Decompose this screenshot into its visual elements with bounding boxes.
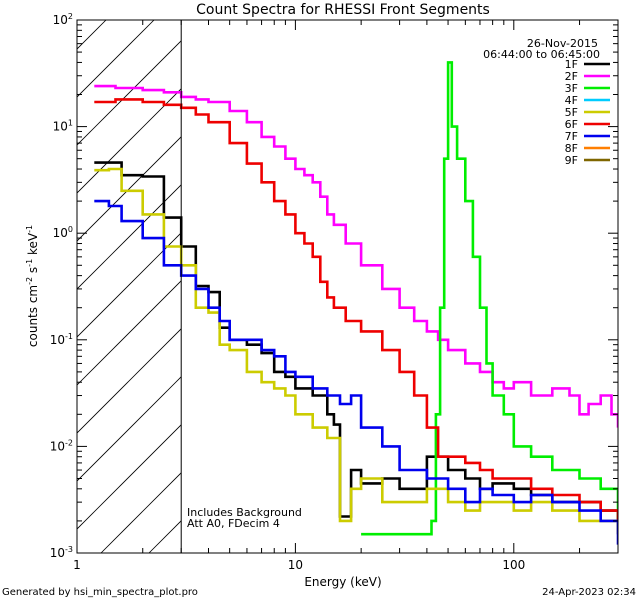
y-tick-label: 102: [53, 12, 73, 27]
y-tick-label: 100: [53, 225, 73, 240]
y-axis-label: counts cm-2 s-1 keV-1: [25, 225, 40, 347]
annotation-attenuator: Att A0, FDecim 4: [187, 517, 280, 530]
y-label-sup-3: -1: [25, 225, 34, 233]
legend-label-7F: 7F: [565, 130, 578, 143]
hatch-line: [77, 20, 155, 98]
hatch-line: [77, 232, 182, 338]
legend-label-4F: 4F: [565, 94, 578, 107]
x-tick-label: 10: [288, 558, 303, 572]
x-tick-label: 1: [73, 558, 81, 572]
legend-label-1F: 1F: [565, 58, 578, 71]
hatch-line: [77, 328, 182, 434]
hatched-region: [0, 0, 640, 553]
hatch-line: [77, 424, 182, 530]
y-tick-label: 10-1: [50, 332, 73, 347]
hatch-line: [77, 184, 182, 290]
series-1F-line: [94, 161, 618, 535]
y-label-text: counts cm: [26, 285, 40, 347]
annotation-background: Includes Background: [187, 506, 302, 519]
hatch-line: [437, 0, 640, 553]
legend-label-8F: 8F: [565, 142, 578, 155]
series-group: [94, 61, 618, 545]
x-tick-label: 100: [502, 558, 525, 572]
y-tick-label: 10-3: [50, 545, 73, 560]
series-7F-line: [94, 199, 618, 545]
date-label: 26-Nov-2015: [527, 37, 598, 50]
series-2F-line: [94, 84, 618, 428]
y-tick-labels: 10-3 10-2 10-1 100 101 102: [50, 12, 73, 560]
y-label-sup-1: -2: [25, 277, 34, 285]
footer-timestamp: 24-Apr-2023 02:34: [542, 587, 636, 598]
series-5F-line: [94, 167, 618, 535]
hatch-line: [77, 88, 182, 194]
series-3F-line: [361, 61, 618, 536]
axis-ticks: [76, 19, 619, 554]
time-range-label: 06:44:00 to 06:45:00: [483, 48, 600, 61]
footer-generated-by: Generated by hsi_min_spectra_plot.pro: [2, 587, 198, 598]
hatch-line: [533, 0, 640, 553]
hatch-line: [629, 0, 640, 553]
hatch-line: [77, 40, 182, 146]
y-tick-label: 10-2: [50, 438, 73, 453]
legend-label-5F: 5F: [565, 106, 578, 119]
hatch-line: [581, 0, 640, 553]
chart-title: Count Spectra for RHESSI Front Segments: [196, 2, 490, 18]
y-label-mid-2: keV: [26, 232, 40, 259]
legend-label-6F: 6F: [565, 118, 578, 131]
legend-label-2F: 2F: [565, 70, 578, 83]
legend-label-9F: 9F: [565, 154, 578, 167]
hatch-line: [0, 0, 125, 553]
y-label-sup-2: -1: [25, 259, 34, 267]
legend-label-3F: 3F: [565, 82, 578, 95]
hatch-line: [77, 280, 182, 386]
y-label-mid-1: s: [26, 267, 40, 277]
series-6F-line: [94, 98, 618, 521]
plot-frame: [76, 19, 619, 554]
y-tick-label: 101: [53, 119, 73, 134]
x-axis-label: Energy (keV): [304, 575, 381, 589]
x-tick-labels: 1 10 100: [73, 558, 525, 572]
hatch-line: [77, 376, 182, 482]
